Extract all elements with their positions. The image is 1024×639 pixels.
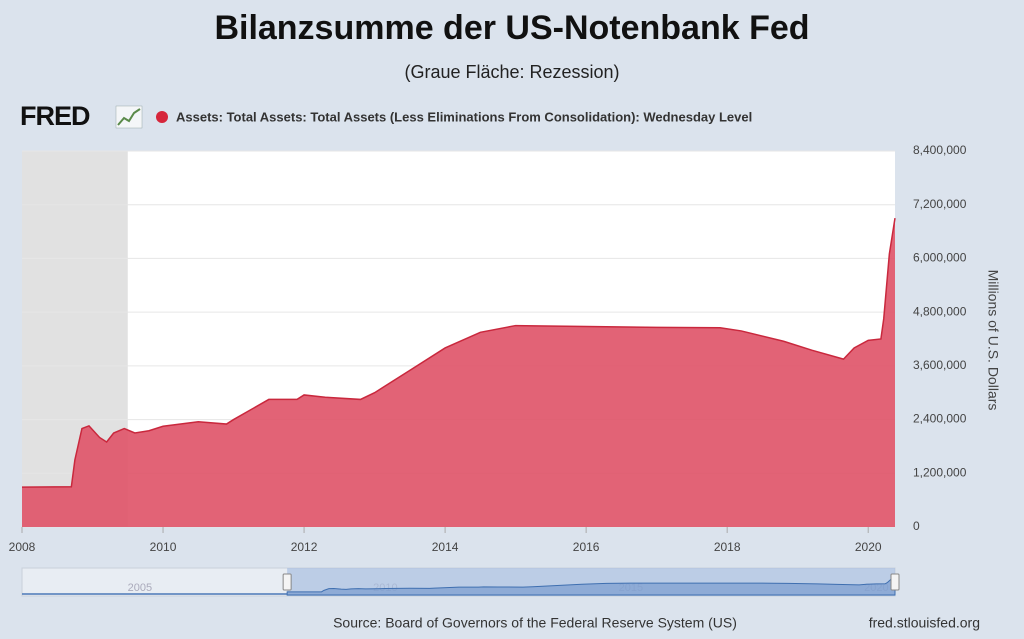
x-tick-label: 2012 xyxy=(291,540,318,554)
x-tick-label: 2014 xyxy=(432,540,459,554)
y-tick-label: 2,400,000 xyxy=(913,412,967,426)
legend-label: Assets: Total Assets: Total Assets (Less… xyxy=(176,109,752,124)
y-tick-label: 1,200,000 xyxy=(913,465,967,479)
y-tick-label: 4,800,000 xyxy=(913,304,967,318)
y-axis-label: Millions of U.S. Dollars xyxy=(985,270,1001,411)
y-tick-label: 7,200,000 xyxy=(913,197,967,211)
navigator-handle xyxy=(282,573,292,591)
x-tick-label: 2016 xyxy=(573,540,600,554)
chart-title: Bilanzsumme der US-Notenbank Fed xyxy=(214,9,809,47)
chart-subtitle: (Graue Fläche: Rezession) xyxy=(404,62,619,82)
logo: FRED xyxy=(20,101,90,131)
x-tick-label: 2010 xyxy=(150,540,177,554)
logo-icon xyxy=(115,105,143,129)
x-tick-label: 2008 xyxy=(9,540,36,554)
x-tick-label: 2020 xyxy=(855,540,882,554)
y-tick-label: 3,600,000 xyxy=(913,358,967,372)
source: Source: Board of Governors of the Federa… xyxy=(333,615,737,631)
y-tick-label: 0 xyxy=(913,519,920,533)
y-tick-label: 8,400,000 xyxy=(913,143,967,157)
navigator-area xyxy=(286,576,896,596)
navigator-handle xyxy=(890,573,900,591)
area xyxy=(22,218,895,527)
x-tick-label: 2018 xyxy=(714,540,741,554)
area-line xyxy=(21,218,896,488)
legend-marker xyxy=(156,111,168,123)
navigator-tick-label: 2005 xyxy=(128,582,152,594)
site: fred.stlouisfed.org xyxy=(869,615,980,631)
y-tick-label: 6,000,000 xyxy=(913,251,967,265)
